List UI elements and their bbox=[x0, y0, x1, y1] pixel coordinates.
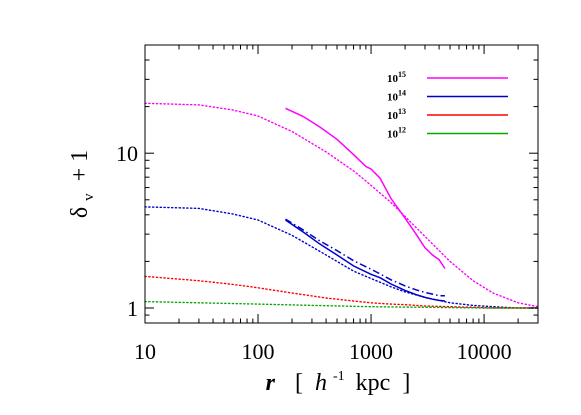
legend-label: 1012 bbox=[387, 126, 406, 141]
x-tick-label: 10000 bbox=[457, 339, 512, 364]
y-tick-label: 1 bbox=[127, 296, 138, 321]
legend-label-base: 10 bbox=[387, 110, 399, 122]
x-axis-title: r [ h -1 kpc ] bbox=[266, 360, 411, 396]
series-line-4 bbox=[285, 219, 445, 302]
x-tick-label: 100 bbox=[242, 339, 275, 364]
series-line-3 bbox=[144, 206, 539, 309]
x-axis-unit-exponent: -1 bbox=[333, 369, 345, 384]
legend-label-exponent: 13 bbox=[398, 107, 406, 116]
y-tick-label: 10 bbox=[116, 141, 138, 166]
y-axis-suffix: + 1 bbox=[67, 150, 93, 182]
x-axis-open-bracket: [ bbox=[295, 370, 303, 396]
axis-ticks: 10 100 1000 10000 1 10 bbox=[116, 44, 539, 364]
legend-label-exponent: 15 bbox=[398, 70, 406, 79]
y-axis-title: δ v + 1 bbox=[67, 150, 99, 218]
plot-series-layer bbox=[144, 102, 539, 309]
plot-frame bbox=[144, 44, 539, 324]
x-tick-label: 10 bbox=[134, 339, 156, 364]
legend-label: 1013 bbox=[387, 107, 406, 122]
x-axis-unit-rest: kpc bbox=[356, 370, 391, 396]
x-axis-close-bracket: ] bbox=[402, 370, 410, 396]
x-axis-unit-h: h bbox=[315, 370, 327, 396]
y-axis-delta: δ bbox=[67, 207, 93, 218]
legend-label-exponent: 12 bbox=[398, 126, 406, 135]
x-tick-label: 1000 bbox=[349, 339, 393, 364]
legend-label-exponent: 14 bbox=[398, 89, 406, 98]
legend-label: 1014 bbox=[387, 89, 406, 104]
legend-label-base: 10 bbox=[387, 73, 399, 85]
legend-label: 1015 bbox=[387, 70, 406, 85]
series-line-5 bbox=[285, 218, 445, 297]
legend-label-base: 10 bbox=[387, 92, 399, 104]
y-axis-subscript: v bbox=[81, 193, 97, 201]
series-line-6 bbox=[144, 275, 539, 309]
series-line-2 bbox=[285, 107, 446, 269]
x-axis-variable: r bbox=[266, 370, 276, 396]
series-line-1 bbox=[144, 102, 539, 308]
legend-label-base: 10 bbox=[387, 129, 399, 141]
